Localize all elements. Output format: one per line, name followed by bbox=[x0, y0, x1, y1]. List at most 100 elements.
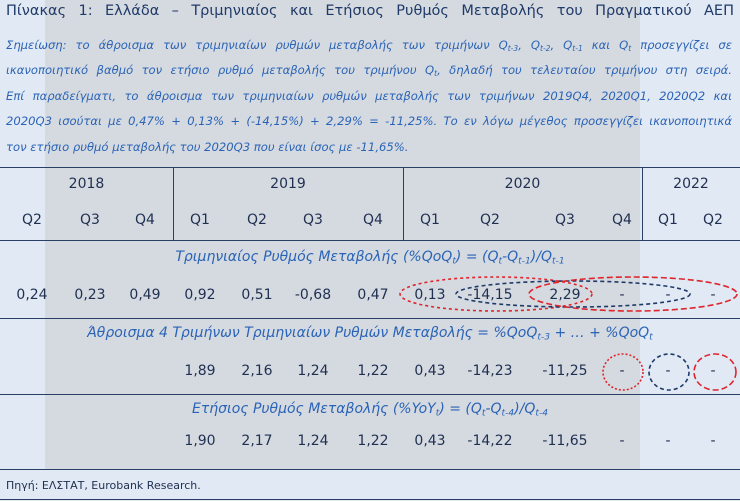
highlight-circle bbox=[602, 353, 644, 391]
title: Πίνακας 1: Ελλάδα – Τριμηνιαίος και Ετήσ… bbox=[6, 3, 734, 19]
subscript: t bbox=[452, 256, 456, 267]
subscript: t-1 bbox=[518, 256, 531, 267]
table-cell: 0,24 bbox=[16, 287, 48, 303]
text: ) = (Q bbox=[455, 249, 499, 265]
text: Άθροισμα 4 Τριμήνων Τριμηνιαίων Ρυθμών Μ… bbox=[87, 325, 538, 341]
text: Τριμηνιαίος Ρυθμός Μεταβολής (%QoQ bbox=[175, 249, 453, 265]
rule bbox=[0, 240, 740, 241]
highlight-ellipse bbox=[528, 276, 738, 312]
year-label: 2018 bbox=[68, 176, 105, 192]
subscript: t bbox=[435, 408, 440, 419]
note-line: Σημείωση: το άθροισμα των τριμηνιαίων ρυ… bbox=[6, 38, 732, 53]
table-cell: 0,43 bbox=[414, 363, 446, 379]
table-cell: 0,51 bbox=[241, 287, 273, 303]
section-title: Άθροισμα 4 Τριμήνων Τριμηνιαίων Ρυθμών Μ… bbox=[0, 325, 740, 342]
table-cell: 1,24 bbox=[297, 363, 329, 379]
subscript: t-3 bbox=[537, 332, 550, 343]
text: , Q bbox=[518, 38, 541, 52]
table-cell: - bbox=[710, 433, 716, 449]
subscript: t-1 bbox=[572, 43, 583, 53]
highlight-circle bbox=[648, 353, 690, 391]
table-cell: -14,23 bbox=[467, 363, 513, 379]
text: , δηλαδή του τελευταίου τριμήνου στη σει… bbox=[437, 63, 732, 77]
text: + … + %QoQ bbox=[550, 325, 650, 341]
text: -Q bbox=[502, 249, 519, 265]
rule bbox=[0, 499, 740, 500]
table-cell: 1,90 bbox=[184, 433, 216, 449]
table-cell: 1,89 bbox=[184, 363, 216, 379]
table-cell: 0,23 bbox=[74, 287, 106, 303]
table-cell: - bbox=[619, 363, 625, 379]
text: , Q bbox=[550, 38, 573, 52]
quarter-label: Q4 bbox=[612, 212, 632, 228]
subscript: t bbox=[434, 68, 438, 78]
table-cell: 0,13 bbox=[414, 287, 446, 303]
table-cell: -14,22 bbox=[467, 433, 513, 449]
table-cell: 2,16 bbox=[241, 363, 273, 379]
quarter-label: Q1 bbox=[658, 212, 678, 228]
table-cell: 1,22 bbox=[357, 433, 389, 449]
text: προσεγγίζει σε bbox=[631, 38, 732, 52]
text: ) = (Q bbox=[439, 401, 482, 417]
highlight-circle bbox=[693, 353, 737, 391]
highlight-ellipse bbox=[455, 280, 691, 308]
quarter-label: Q4 bbox=[363, 212, 383, 228]
note-line: 2020Q3 ισούται με 0,47% + 0,13% + (-14,1… bbox=[6, 114, 732, 128]
table-cell: - bbox=[665, 363, 671, 379]
quarter-label: Q3 bbox=[555, 212, 575, 228]
quarter-label: Q3 bbox=[80, 212, 100, 228]
text: 2020Q3 ισούται με 0,47% + 0,13% + (-14,1… bbox=[6, 114, 732, 128]
year-label: 2020 bbox=[504, 176, 541, 192]
text: Σημείωση: το άθροισμα των τριμηνιαίων ρυ… bbox=[6, 38, 508, 52]
text: Ετήσιος Ρυθμός Μεταβολής (%YoY bbox=[191, 401, 436, 417]
shaded-band bbox=[45, 0, 640, 470]
subscript: t-4 bbox=[501, 408, 515, 419]
year-label: 2019 bbox=[270, 176, 306, 192]
text: )/Q bbox=[530, 249, 552, 265]
subscript: t bbox=[481, 408, 486, 419]
quarter-label: Q2 bbox=[480, 212, 500, 228]
divider bbox=[403, 167, 404, 240]
table-cell: - bbox=[710, 287, 716, 303]
table-cell: 2,29 bbox=[549, 287, 581, 303]
table-cell: - bbox=[665, 433, 671, 449]
text: )/Q bbox=[514, 401, 536, 417]
section-title: Ετήσιος Ρυθμός Μεταβολής (%YoYt) = (Qt-Q… bbox=[0, 401, 740, 418]
quarter-label: Q2 bbox=[703, 212, 723, 228]
subscript: t bbox=[498, 256, 503, 267]
table-cell: - bbox=[619, 287, 625, 303]
table-cell: -11,25 bbox=[542, 363, 588, 379]
highlight-ellipse bbox=[399, 276, 593, 312]
note-line: τον ετήσιο ρυθμό μεταβολής του 2020Q3 πο… bbox=[6, 140, 732, 154]
table-cell: -14,15 bbox=[467, 287, 513, 303]
rule bbox=[0, 318, 740, 319]
source: Πηγή: ΕΛΣΤΑΤ, Eurobank Research. bbox=[6, 479, 201, 492]
rule bbox=[0, 469, 740, 470]
subscript: t-1 bbox=[551, 256, 565, 267]
table-cell: - bbox=[665, 287, 671, 303]
subscript: t bbox=[649, 332, 653, 343]
divider bbox=[173, 167, 174, 240]
note-line: Επί παραδείγματι, το άθροισμα των τριμην… bbox=[6, 89, 732, 103]
quarter-label: Q2 bbox=[22, 212, 42, 228]
text: και Q bbox=[582, 38, 629, 52]
table-cell: 0,47 bbox=[357, 287, 389, 303]
subscript: t bbox=[628, 43, 632, 53]
subscript: t-4 bbox=[535, 408, 549, 419]
text: Επί παραδείγματι, το άθροισμα των τριμην… bbox=[6, 89, 732, 103]
table-cell: 0,92 bbox=[184, 287, 216, 303]
quarter-label: Q3 bbox=[303, 212, 323, 228]
quarter-label: Q2 bbox=[247, 212, 267, 228]
table-cell: - bbox=[619, 433, 625, 449]
divider bbox=[642, 167, 643, 240]
subscript: t-3 bbox=[507, 43, 519, 53]
rule bbox=[0, 394, 740, 395]
table-cell: 1,22 bbox=[357, 363, 389, 379]
table-cell: -0,68 bbox=[294, 287, 332, 303]
table-cell: 0,43 bbox=[414, 433, 446, 449]
quarter-label: Q1 bbox=[420, 212, 440, 228]
table-cell: -11,65 bbox=[542, 433, 588, 449]
note-line: ικανοποιητικό βαθμό τον ετήσιο ρυθμό μετ… bbox=[6, 63, 732, 78]
